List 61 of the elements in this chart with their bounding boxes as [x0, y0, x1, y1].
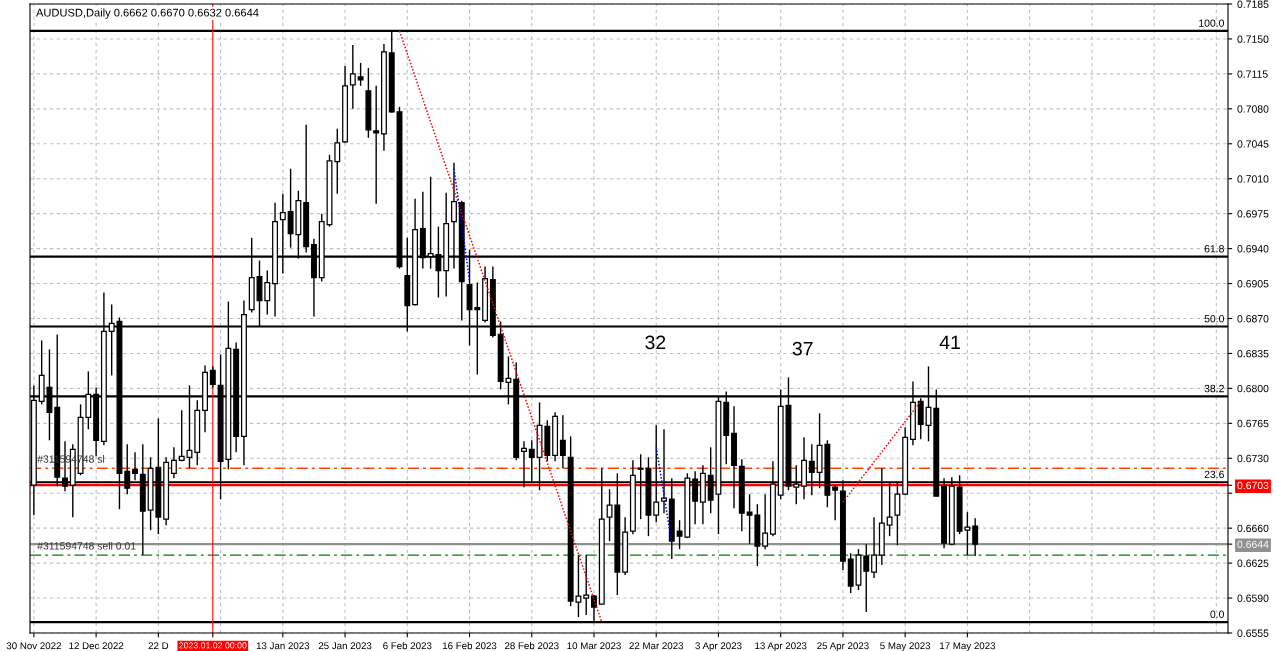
- candlestick: [264, 269, 271, 316]
- y-tick-label: 0.6703: [1237, 481, 1269, 490]
- x-tick-label: 25 Jan 2023: [318, 642, 372, 650]
- y-tick-label: 0.6835: [1237, 349, 1269, 358]
- x-tick-label: 16 Feb 2023: [442, 642, 497, 650]
- x-tick-label: 17 May 2023: [940, 642, 996, 651]
- candlestick: [832, 484, 839, 521]
- y-tick-label: 0.6644: [1237, 540, 1269, 549]
- x-tick-label: 12 Dec 2022: [69, 642, 124, 650]
- y-tick-label: 0.7080: [1237, 105, 1269, 113]
- annotation: 0.0: [1210, 610, 1224, 618]
- chart-title: AUDUSD,Daily 0.6662 0.6670 0.6632 0.6644: [36, 8, 259, 19]
- candlestick: [357, 62, 364, 87]
- candlestick: [170, 446, 177, 479]
- x-tick-label: 10 Mar 2023: [567, 642, 621, 650]
- candlestick: [871, 516, 878, 579]
- x-tick-label: 22 Mar 2023: [629, 642, 684, 650]
- y-tick-label: 0.6870: [1237, 315, 1269, 323]
- y-tick-label: 0.7185: [1237, 0, 1269, 8]
- x-tick-label: 6 Feb 2023: [383, 642, 432, 650]
- annotation: 23.6: [1204, 470, 1224, 479]
- annotation: 50.0: [1204, 314, 1224, 323]
- annotation: 38.2: [1204, 384, 1224, 393]
- ref-line-label: #311594748 sell 0.01: [37, 541, 136, 550]
- annotation: 100.0: [1199, 19, 1224, 27]
- candlestick: [559, 414, 566, 469]
- y-tick-label: 0.6905: [1237, 280, 1269, 288]
- y-tick-label: 0.7115: [1237, 70, 1268, 78]
- x-tick-label: 22 D: [148, 642, 169, 650]
- x-tick-label: 2023.01.02 00:00: [179, 642, 247, 649]
- candlestick: [762, 493, 769, 550]
- candlestick: [349, 44, 356, 110]
- y-tick-label: 0.6800: [1237, 384, 1269, 393]
- y-tick-label: 0.7010: [1237, 175, 1269, 183]
- annotation: 41: [939, 335, 960, 350]
- y-tick-label: 0.6590: [1237, 594, 1269, 602]
- annotation: 61.8: [1204, 245, 1224, 253]
- x-tick-label: 13 Jan 2023: [256, 642, 310, 650]
- y-tick-label: 0.7045: [1237, 140, 1269, 148]
- candlestick: [863, 543, 870, 613]
- y-tick-label: 0.6660: [1237, 524, 1269, 533]
- candlestick: [972, 517, 979, 557]
- x-tick-label: 13 Apr 2023: [755, 642, 807, 651]
- annotation: 37: [792, 341, 813, 356]
- x-tick-label: 25 Apr 2023: [817, 642, 869, 651]
- y-tick-label: 0.7150: [1237, 35, 1269, 43]
- x-tick-label: 30 Nov 2022: [6, 642, 61, 650]
- x-tick-label: 28 Feb 2023: [504, 642, 559, 650]
- annotation: 32: [645, 335, 666, 350]
- candlestick: [373, 85, 380, 205]
- y-tick-label: 0.6940: [1237, 245, 1269, 253]
- y-tick-label: 0.6625: [1237, 559, 1269, 567]
- y-tick-label: 0.6730: [1237, 454, 1269, 463]
- x-tick-label: 5 May 2023: [880, 642, 931, 651]
- candlestick: [209, 365, 216, 389]
- x-tick-label: 3 Apr 2023: [695, 642, 742, 651]
- candlestick: [583, 554, 590, 616]
- y-tick-label: 0.6765: [1237, 419, 1269, 428]
- y-tick-label: 0.6975: [1237, 210, 1269, 218]
- candlestick: [334, 128, 341, 195]
- y-tick-label: 0.6555: [1237, 629, 1269, 637]
